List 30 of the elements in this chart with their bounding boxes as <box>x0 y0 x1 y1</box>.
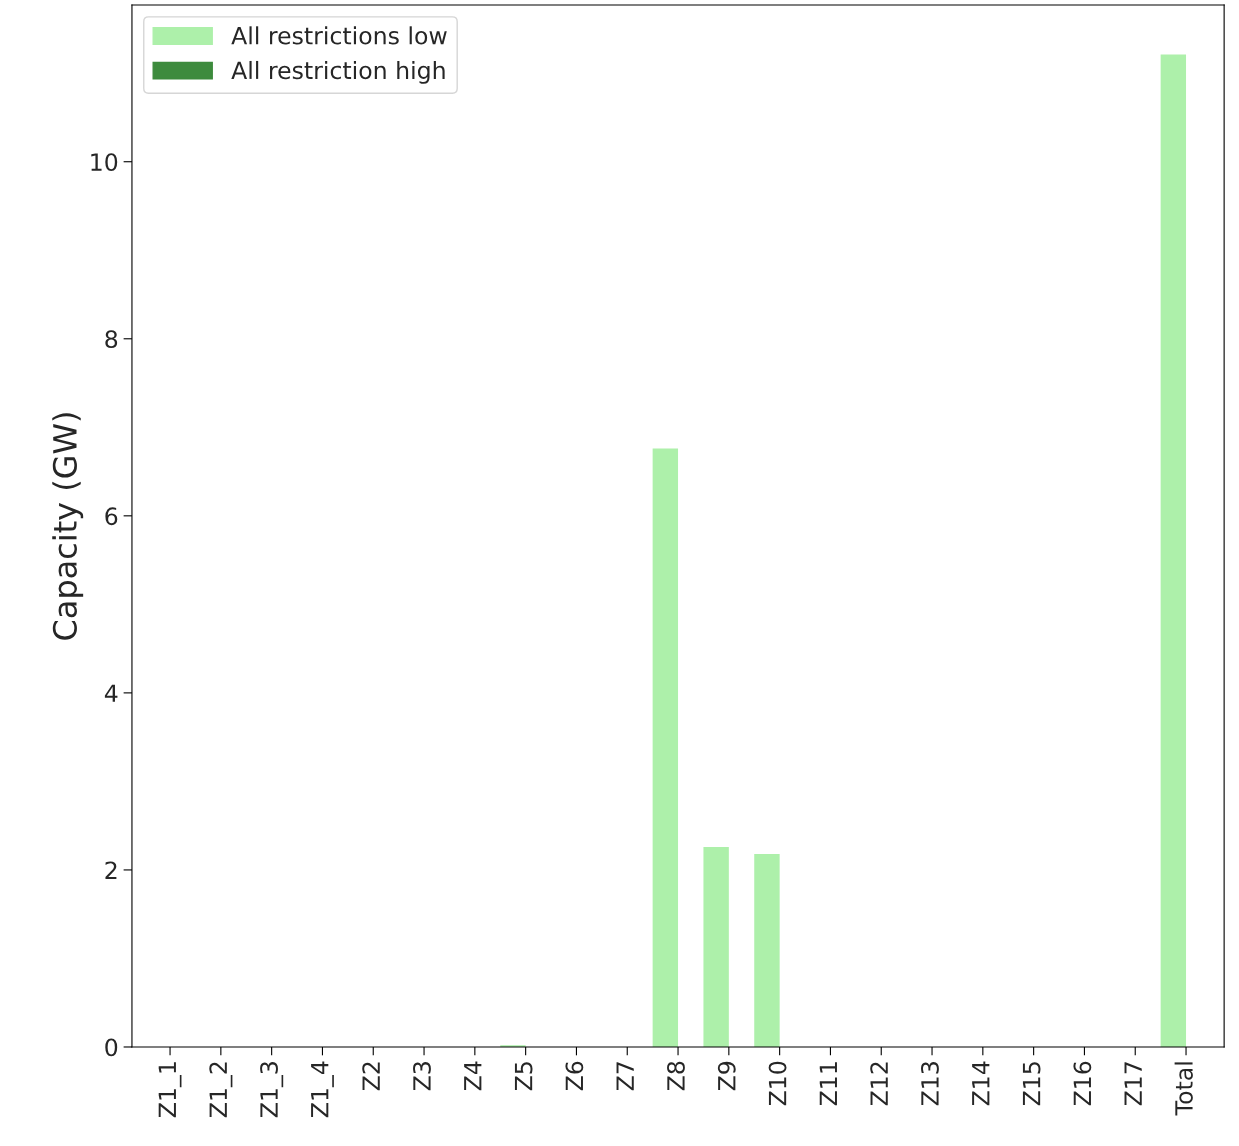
x-tick-label: Z1_1 <box>158 1062 182 1118</box>
x-tick-label: Z11 <box>819 1062 837 1106</box>
y-axis-title: Capacity (GW) <box>52 413 84 640</box>
x-tick-label: Z4 <box>464 1061 482 1091</box>
x-tick-label: Z6 <box>565 1061 584 1091</box>
x-tick-label: Z1_4 <box>311 1061 334 1118</box>
x-tick-label: Z7 <box>616 1062 634 1091</box>
x-tick-label: Z1_3 <box>260 1062 284 1118</box>
x-tick-label: Z5 <box>514 1062 533 1091</box>
x-tick-label: Z12 <box>870 1062 888 1106</box>
x-tick-label: Z1_2 <box>209 1062 233 1118</box>
y-tick-label: 6 <box>105 507 118 526</box>
x-tick-label: Z15 <box>1022 1062 1041 1106</box>
x-tick-label: Z16 <box>1073 1061 1092 1106</box>
x-tick-label: Z3 <box>413 1062 431 1091</box>
y-tick-label: 4 <box>104 684 118 702</box>
legend-label: All restriction high <box>231 60 445 84</box>
x-tick-label: Z14 <box>972 1061 990 1106</box>
legend-label: All restrictions low <box>231 26 447 45</box>
y-tick-label: 8 <box>105 330 118 349</box>
y-tick-label: 10 <box>91 153 118 172</box>
y-tick-label: 2 <box>105 861 117 879</box>
x-tick-label: Z9 <box>717 1061 736 1091</box>
x-tick-label: Z8 <box>667 1061 685 1091</box>
x-tick-label: Total <box>1174 1062 1193 1116</box>
x-tick-label: Z10 <box>768 1061 787 1106</box>
x-tick-label: Z13 <box>921 1062 939 1106</box>
x-tick-label: Z2 <box>362 1062 380 1091</box>
y-tick-label: 0 <box>105 1038 118 1057</box>
x-tick-label: Z17 <box>1124 1062 1142 1106</box>
